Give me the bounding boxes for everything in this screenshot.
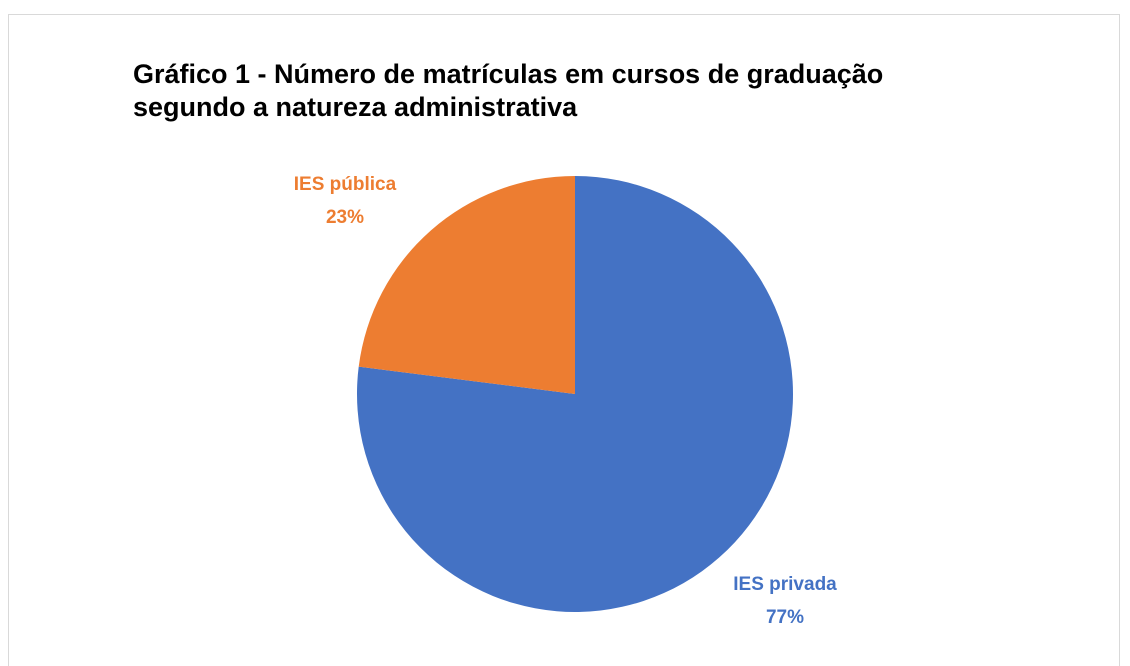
slice-value-label: 77% — [766, 607, 804, 628]
chart-frame — [8, 14, 1120, 666]
slice-label: IES pública — [294, 174, 397, 195]
slice-label: IES privada — [733, 574, 837, 595]
chart-title: Gráfico 1 - Número de matrículas em curs… — [133, 59, 884, 122]
slice-value-label: 23% — [326, 207, 364, 228]
pie-slice — [358, 176, 575, 394]
